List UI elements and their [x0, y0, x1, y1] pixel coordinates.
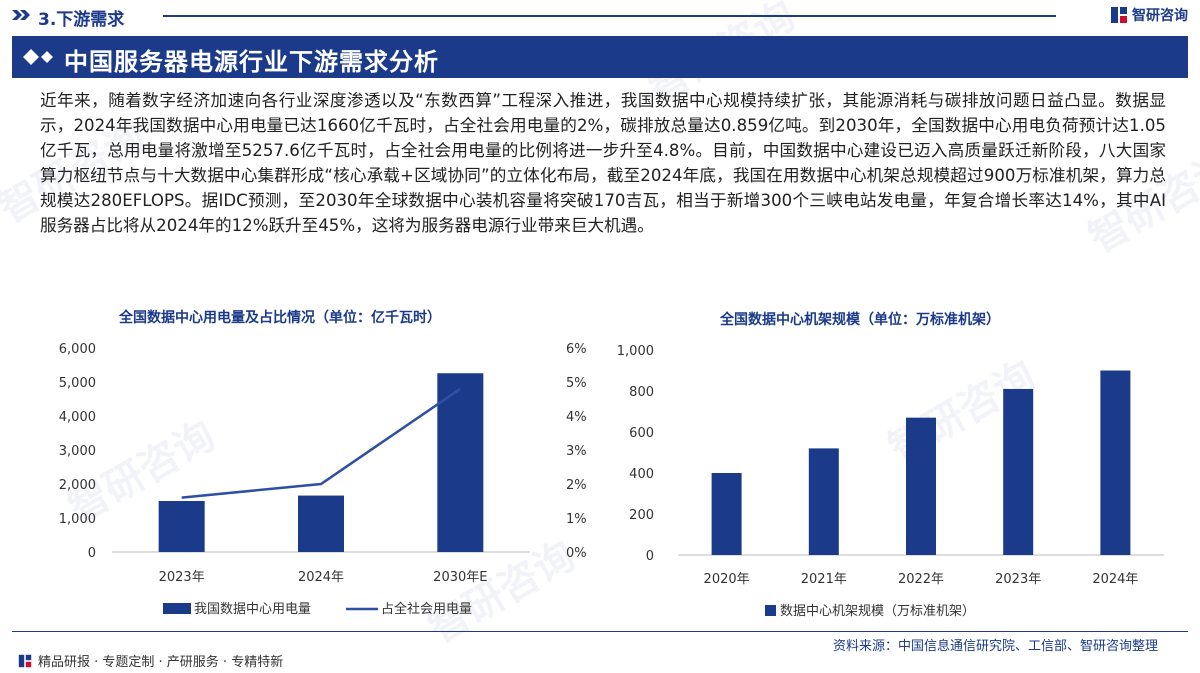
y-tick-label: 600: [629, 426, 654, 441]
y-tick-label: 0: [646, 549, 654, 564]
source-note: 资料来源：中国信息通信研究院、工信部、智研咨询整理: [832, 639, 1158, 654]
bar: [158, 501, 205, 552]
y-tick-label-left: 6,000: [59, 342, 96, 357]
legend-label-bar: 数据中心机架规模（万标准机架）: [780, 604, 975, 619]
bar: [906, 417, 936, 555]
section-label: 3.下游需求: [38, 10, 125, 30]
x-tick-label: 2023年: [159, 570, 205, 585]
legend-swatch-bar: [163, 603, 191, 614]
logo-text: 智研咨询: [1132, 8, 1188, 24]
y-tick-label-right: 3%: [566, 444, 587, 459]
bar: [298, 495, 344, 552]
title-bar: 中国服务器电源行业下游需求分析: [12, 36, 1188, 78]
bar: [711, 473, 742, 555]
y-tick-label-right: 4%: [566, 410, 587, 425]
footer: 资料来源：中国信息通信研究院、工信部、智研咨询整理 精品研报 · 专题定制 · …: [0, 631, 1200, 673]
x-tick-label: 2022年: [898, 572, 944, 587]
footer-divider: [12, 631, 1188, 632]
y-tick-label-left: 4,000: [59, 410, 96, 425]
x-tick-label: 2021年: [801, 572, 847, 587]
y-tick-label-left: 3,000: [59, 444, 96, 459]
y-tick-label-left: 2,000: [59, 478, 96, 493]
y-tick-label-right: 5%: [566, 376, 587, 391]
logo-icon: [18, 654, 32, 667]
watermark: 智研咨询: [881, 352, 1043, 473]
legend-label-line: 占全社会用电量: [381, 601, 472, 617]
logo-icon: [1111, 7, 1127, 23]
chart2-title: 全国数据中心机架规模（单位：万标准机架）: [720, 312, 1000, 328]
y-tick-label: 400: [629, 467, 654, 482]
bar: [437, 373, 484, 552]
bar: [1100, 370, 1131, 555]
chevron-icon: [12, 10, 30, 20]
x-tick-label: 2023年: [995, 572, 1041, 587]
y-tick-label-left: 0: [88, 546, 96, 561]
y-tick-label-right: 1%: [566, 512, 587, 527]
chart1-title: 全国数据中心用电量及占比情况（单位：亿千瓦时）: [119, 310, 441, 326]
bar: [808, 448, 839, 555]
x-tick-label: 2024年: [298, 570, 344, 585]
y-tick-label-right: 2%: [566, 478, 587, 493]
y-tick-label-left: 1,000: [59, 512, 96, 527]
y-tick-label-right: 0%: [566, 546, 587, 561]
page-title: 中国服务器电源行业下游需求分析: [64, 48, 439, 76]
chart-power-usage: 6,000 5,000 4,000 3,000 2,000 1,000 0 6% 5% 4% 3% 2…: [59, 342, 587, 617]
series-line-share: [181, 387, 462, 499]
y-tick-label: 800: [629, 385, 654, 400]
y-tick-label: 1,000: [617, 344, 654, 359]
top-bar: 3.下游需求 智研咨询: [0, 0, 1200, 30]
divider: [163, 15, 1056, 17]
y-tick-label-left: 5,000: [59, 376, 96, 391]
bar: [1003, 388, 1034, 555]
footer-tagline: 精品研报 · 专题定制 · 产研服务 · 专精特新: [18, 651, 283, 670]
x-tick-label: 2024年: [1092, 572, 1138, 587]
body-paragraph: 近年来，随着数字经济加速向各行业深度渗透以及“东数西算”工程深入推进，我国数据中…: [40, 91, 1166, 235]
x-tick-label: 2030年E: [433, 570, 487, 585]
y-tick-label-right: 6%: [566, 342, 587, 357]
x-tick-label: 2020年: [704, 572, 750, 587]
legend-swatch-bar: [765, 605, 776, 616]
diamond-icon: [23, 49, 53, 65]
tagline-text: 精品研报 · 专题定制 · 产研服务 · 专精特新: [38, 655, 284, 670]
y-tick-label: 200: [629, 508, 654, 523]
legend-label-bar: 我国数据中心用电量: [194, 602, 311, 617]
brand-logo: 智研咨询: [1110, 4, 1188, 26]
